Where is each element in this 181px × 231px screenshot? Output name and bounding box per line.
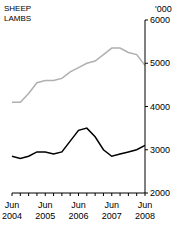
- svg-text:2008: 2008: [135, 211, 155, 221]
- svg-text:4000: 4000: [150, 102, 170, 112]
- svg-text:Jun: Jun: [138, 200, 153, 210]
- html-text:'000: '000: [155, 4, 172, 14]
- svg-text:5000: 5000: [150, 58, 170, 68]
- html-text:LAMBS: LAMBS: [4, 14, 32, 23]
- svg-text:2004: 2004: [8, 211, 22, 221]
- svg-text:2000: 2000: [150, 188, 170, 198]
- svg-text:2005: 2005: [35, 211, 55, 221]
- html-text:SHEEP: SHEEP: [4, 4, 32, 13]
- svg-text:2006: 2006: [68, 211, 88, 221]
- svg-text:Jun: Jun: [38, 200, 53, 210]
- svg-text:6000: 6000: [150, 15, 170, 25]
- svg-text:Jun: Jun: [8, 200, 19, 210]
- svg-text:2007: 2007: [102, 211, 122, 221]
- svg-text:Jun: Jun: [104, 200, 119, 210]
- svg-text:3000: 3000: [150, 145, 170, 155]
- svg-text:Jun: Jun: [71, 200, 86, 210]
